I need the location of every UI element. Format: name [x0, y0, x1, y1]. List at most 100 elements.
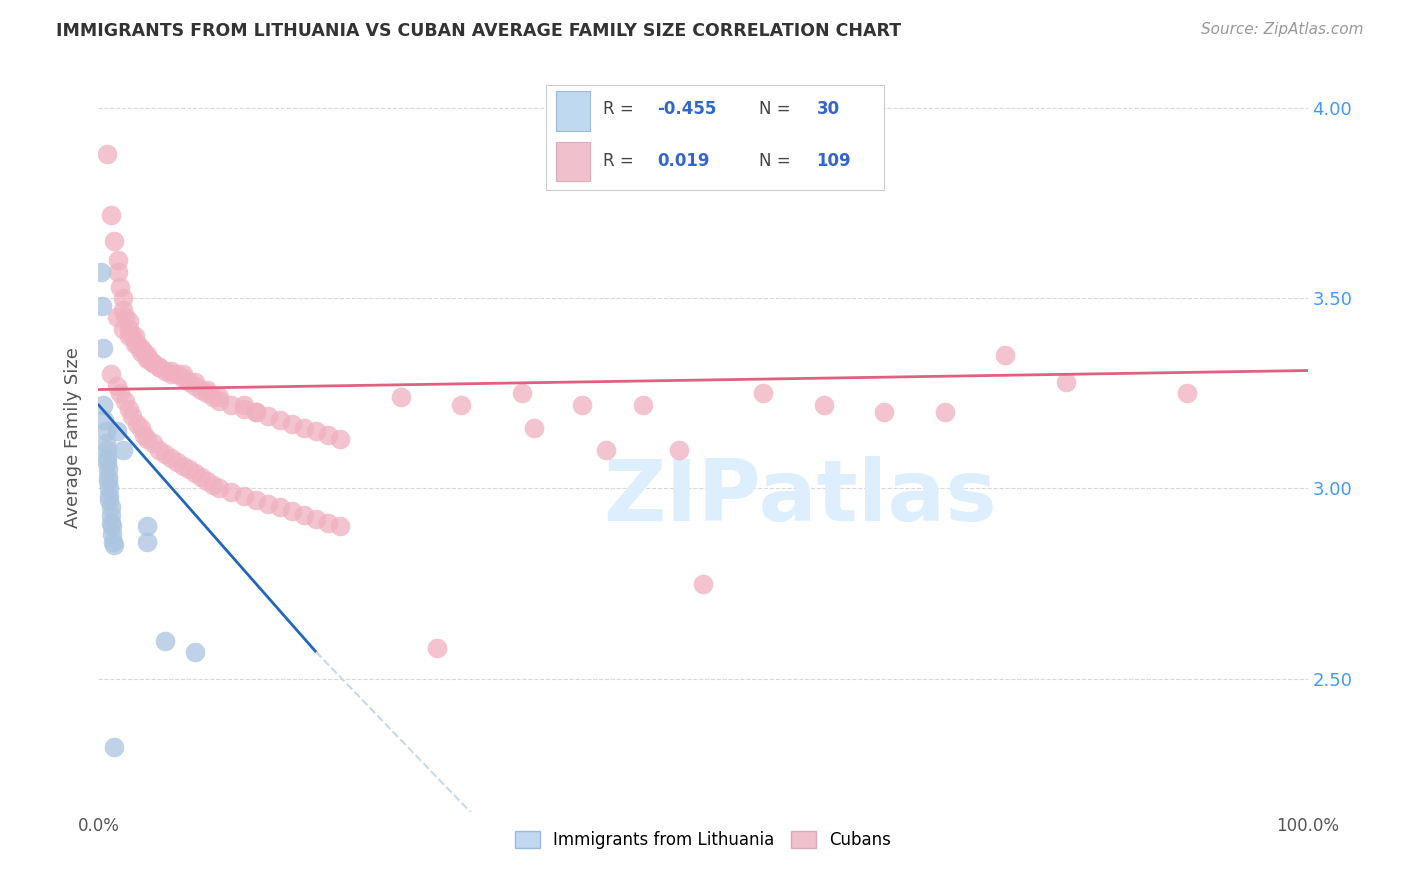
- Point: [118, 401, 141, 416]
- Point: [752, 386, 775, 401]
- Point: [103, 234, 125, 248]
- Text: ZIPatlas: ZIPatlas: [603, 456, 997, 539]
- Point: [100, 208, 122, 222]
- Point: [245, 492, 267, 507]
- Point: [148, 359, 170, 374]
- Point: [107, 265, 129, 279]
- Point: [221, 485, 243, 500]
- Point: [98, 492, 121, 507]
- Point: [121, 409, 143, 424]
- Point: [100, 368, 122, 382]
- Point: [1054, 375, 1077, 389]
- Point: [232, 398, 254, 412]
- Point: [93, 413, 115, 427]
- Point: [245, 405, 267, 419]
- Point: [124, 329, 146, 343]
- Y-axis label: Average Family Size: Average Family Size: [65, 347, 83, 527]
- Point: [94, 435, 117, 450]
- Point: [111, 321, 134, 335]
- Point: [281, 504, 304, 518]
- Point: [1175, 386, 1198, 401]
- Point: [595, 443, 617, 458]
- Point: [166, 368, 188, 382]
- Point: [305, 425, 328, 439]
- Point: [135, 519, 157, 533]
- Point: [148, 359, 170, 374]
- Point: [195, 383, 218, 397]
- Point: [184, 467, 207, 481]
- Point: [202, 477, 225, 491]
- Point: [450, 398, 472, 412]
- Point: [135, 348, 157, 362]
- Point: [97, 470, 120, 484]
- Point: [105, 425, 128, 439]
- Point: [329, 432, 352, 446]
- Point: [160, 363, 183, 377]
- Point: [510, 386, 533, 401]
- Point: [195, 474, 218, 488]
- Point: [221, 398, 243, 412]
- Point: [91, 398, 114, 412]
- Point: [172, 371, 194, 385]
- Point: [114, 310, 136, 325]
- Point: [148, 443, 170, 458]
- Point: [571, 398, 593, 412]
- Point: [195, 386, 218, 401]
- Point: [316, 516, 339, 530]
- Point: [256, 409, 278, 424]
- Point: [91, 341, 114, 355]
- Point: [100, 527, 122, 541]
- Point: [111, 291, 134, 305]
- Point: [190, 383, 212, 397]
- Point: [127, 337, 149, 351]
- Point: [98, 482, 121, 496]
- Point: [208, 393, 231, 408]
- Point: [142, 435, 165, 450]
- Text: Source: ZipAtlas.com: Source: ZipAtlas.com: [1201, 22, 1364, 37]
- Point: [153, 633, 176, 648]
- Point: [292, 420, 315, 434]
- Legend: Immigrants from Lithuania, Cubans: Immigrants from Lithuania, Cubans: [508, 824, 898, 855]
- Point: [96, 455, 118, 469]
- Point: [127, 417, 149, 431]
- Point: [108, 386, 131, 401]
- Point: [118, 329, 141, 343]
- Point: [100, 508, 122, 522]
- Point: [934, 405, 956, 419]
- Point: [135, 352, 157, 367]
- Point: [98, 489, 121, 503]
- Point: [118, 321, 141, 335]
- Point: [172, 368, 194, 382]
- Point: [107, 253, 129, 268]
- Point: [90, 265, 112, 279]
- Point: [96, 443, 118, 458]
- Point: [129, 341, 152, 355]
- Point: [269, 413, 291, 427]
- Point: [208, 482, 231, 496]
- Point: [232, 401, 254, 416]
- Point: [100, 500, 122, 515]
- Point: [269, 500, 291, 515]
- Point: [692, 576, 714, 591]
- Point: [184, 645, 207, 659]
- Point: [91, 299, 114, 313]
- Point: [129, 420, 152, 434]
- Point: [208, 390, 231, 404]
- Point: [135, 432, 157, 446]
- Point: [994, 348, 1017, 362]
- Point: [100, 516, 122, 530]
- Point: [103, 539, 125, 553]
- Point: [292, 508, 315, 522]
- Point: [142, 356, 165, 370]
- Point: [124, 337, 146, 351]
- Point: [426, 641, 449, 656]
- Point: [166, 455, 188, 469]
- Point: [114, 393, 136, 408]
- Point: [153, 447, 176, 461]
- Point: [142, 356, 165, 370]
- Point: [105, 310, 128, 325]
- Point: [135, 534, 157, 549]
- Point: [118, 314, 141, 328]
- Point: [202, 390, 225, 404]
- Point: [232, 489, 254, 503]
